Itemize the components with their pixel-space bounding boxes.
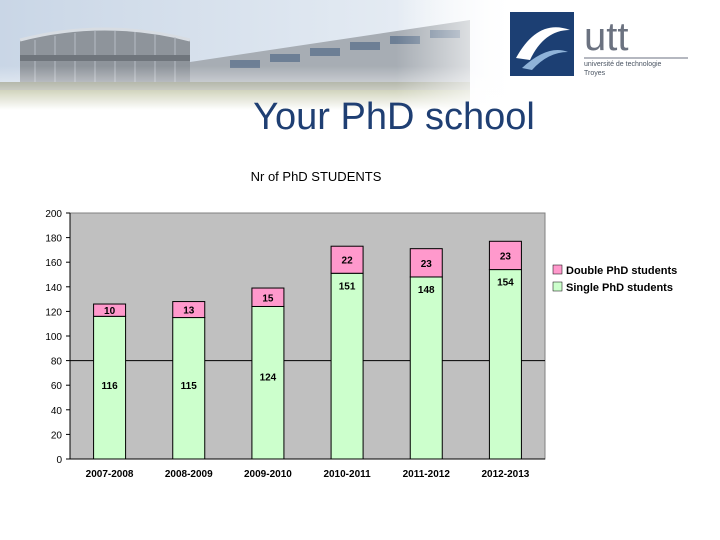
y-tick-label: 140 xyxy=(45,283,62,294)
y-tick-label: 80 xyxy=(51,357,63,368)
data-label-double: 22 xyxy=(342,256,354,267)
bar-single-2008-2009 xyxy=(172,317,206,460)
legend-swatch xyxy=(552,264,563,275)
data-label-double: 13 xyxy=(183,306,195,317)
bar-double-2010-2011 xyxy=(330,245,364,274)
y-tick-label: 160 xyxy=(45,258,62,269)
plot-area xyxy=(69,212,546,460)
header-banner-image xyxy=(0,0,720,110)
y-tick-label: 120 xyxy=(45,307,62,318)
data-label-single: 115 xyxy=(181,381,198,392)
bar-single-2011-2012 xyxy=(409,276,443,460)
utt-logo: utt université de technologie Troyes xyxy=(510,12,688,77)
bar-double-2012-2013 xyxy=(488,240,522,271)
x-tick-label: 2008-2009 xyxy=(165,469,213,480)
data-label-double: 10 xyxy=(104,306,116,317)
logo-brand: utt xyxy=(584,15,628,59)
legend-swatch xyxy=(552,281,563,292)
y-tick-label: 100 xyxy=(45,332,62,343)
data-label-single: 151 xyxy=(339,281,356,292)
logo-line1: université de technologie xyxy=(584,61,662,68)
bar-double-2008-2009 xyxy=(172,301,206,319)
y-tick-label: 180 xyxy=(45,234,62,245)
legend-label: Double PhD students xyxy=(566,265,677,277)
data-label-double: 23 xyxy=(500,251,512,262)
bar-double-2011-2012 xyxy=(409,248,443,278)
data-label-single: 148 xyxy=(418,285,435,296)
x-tick-label: 2009-2010 xyxy=(244,469,292,480)
bar-double-2009-2010 xyxy=(251,287,285,307)
y-tick-label: 200 xyxy=(45,209,62,220)
data-label-double: 23 xyxy=(421,259,433,270)
x-tick-label: 2012-2013 xyxy=(482,469,530,480)
phd-students-chart: Nr of PhD STUDENTS 0 20 40 60 80 100 120 140 160 1… xyxy=(45,169,677,480)
legend-label: Single PhD students xyxy=(566,282,673,294)
data-label-single: 124 xyxy=(260,372,277,383)
chart-title: Nr of PhD STUDENTS xyxy=(251,169,382,184)
y-tick-label: 60 xyxy=(51,381,63,392)
bar-double-2007-2008 xyxy=(93,303,127,317)
data-label-single: 154 xyxy=(497,278,514,289)
x-tick-label: 2011-2012 xyxy=(403,469,451,480)
x-tick-label: 2010-2011 xyxy=(323,469,371,480)
y-tick-label: 20 xyxy=(51,430,63,441)
x-tick-label: 2007-2008 xyxy=(86,469,134,480)
bar-single-2012-2013 xyxy=(488,269,522,460)
data-label-single: 116 xyxy=(102,381,119,392)
y-tick-label: 40 xyxy=(51,406,63,417)
bar-single-2009-2010 xyxy=(251,305,285,460)
y-tick-label: 0 xyxy=(56,455,62,466)
bar-single-2010-2011 xyxy=(330,272,364,460)
logo-line2: Troyes xyxy=(584,70,606,77)
data-label-double: 15 xyxy=(262,293,274,304)
slide-title: Your PhD school xyxy=(253,96,535,138)
logo-emblem xyxy=(510,12,574,76)
